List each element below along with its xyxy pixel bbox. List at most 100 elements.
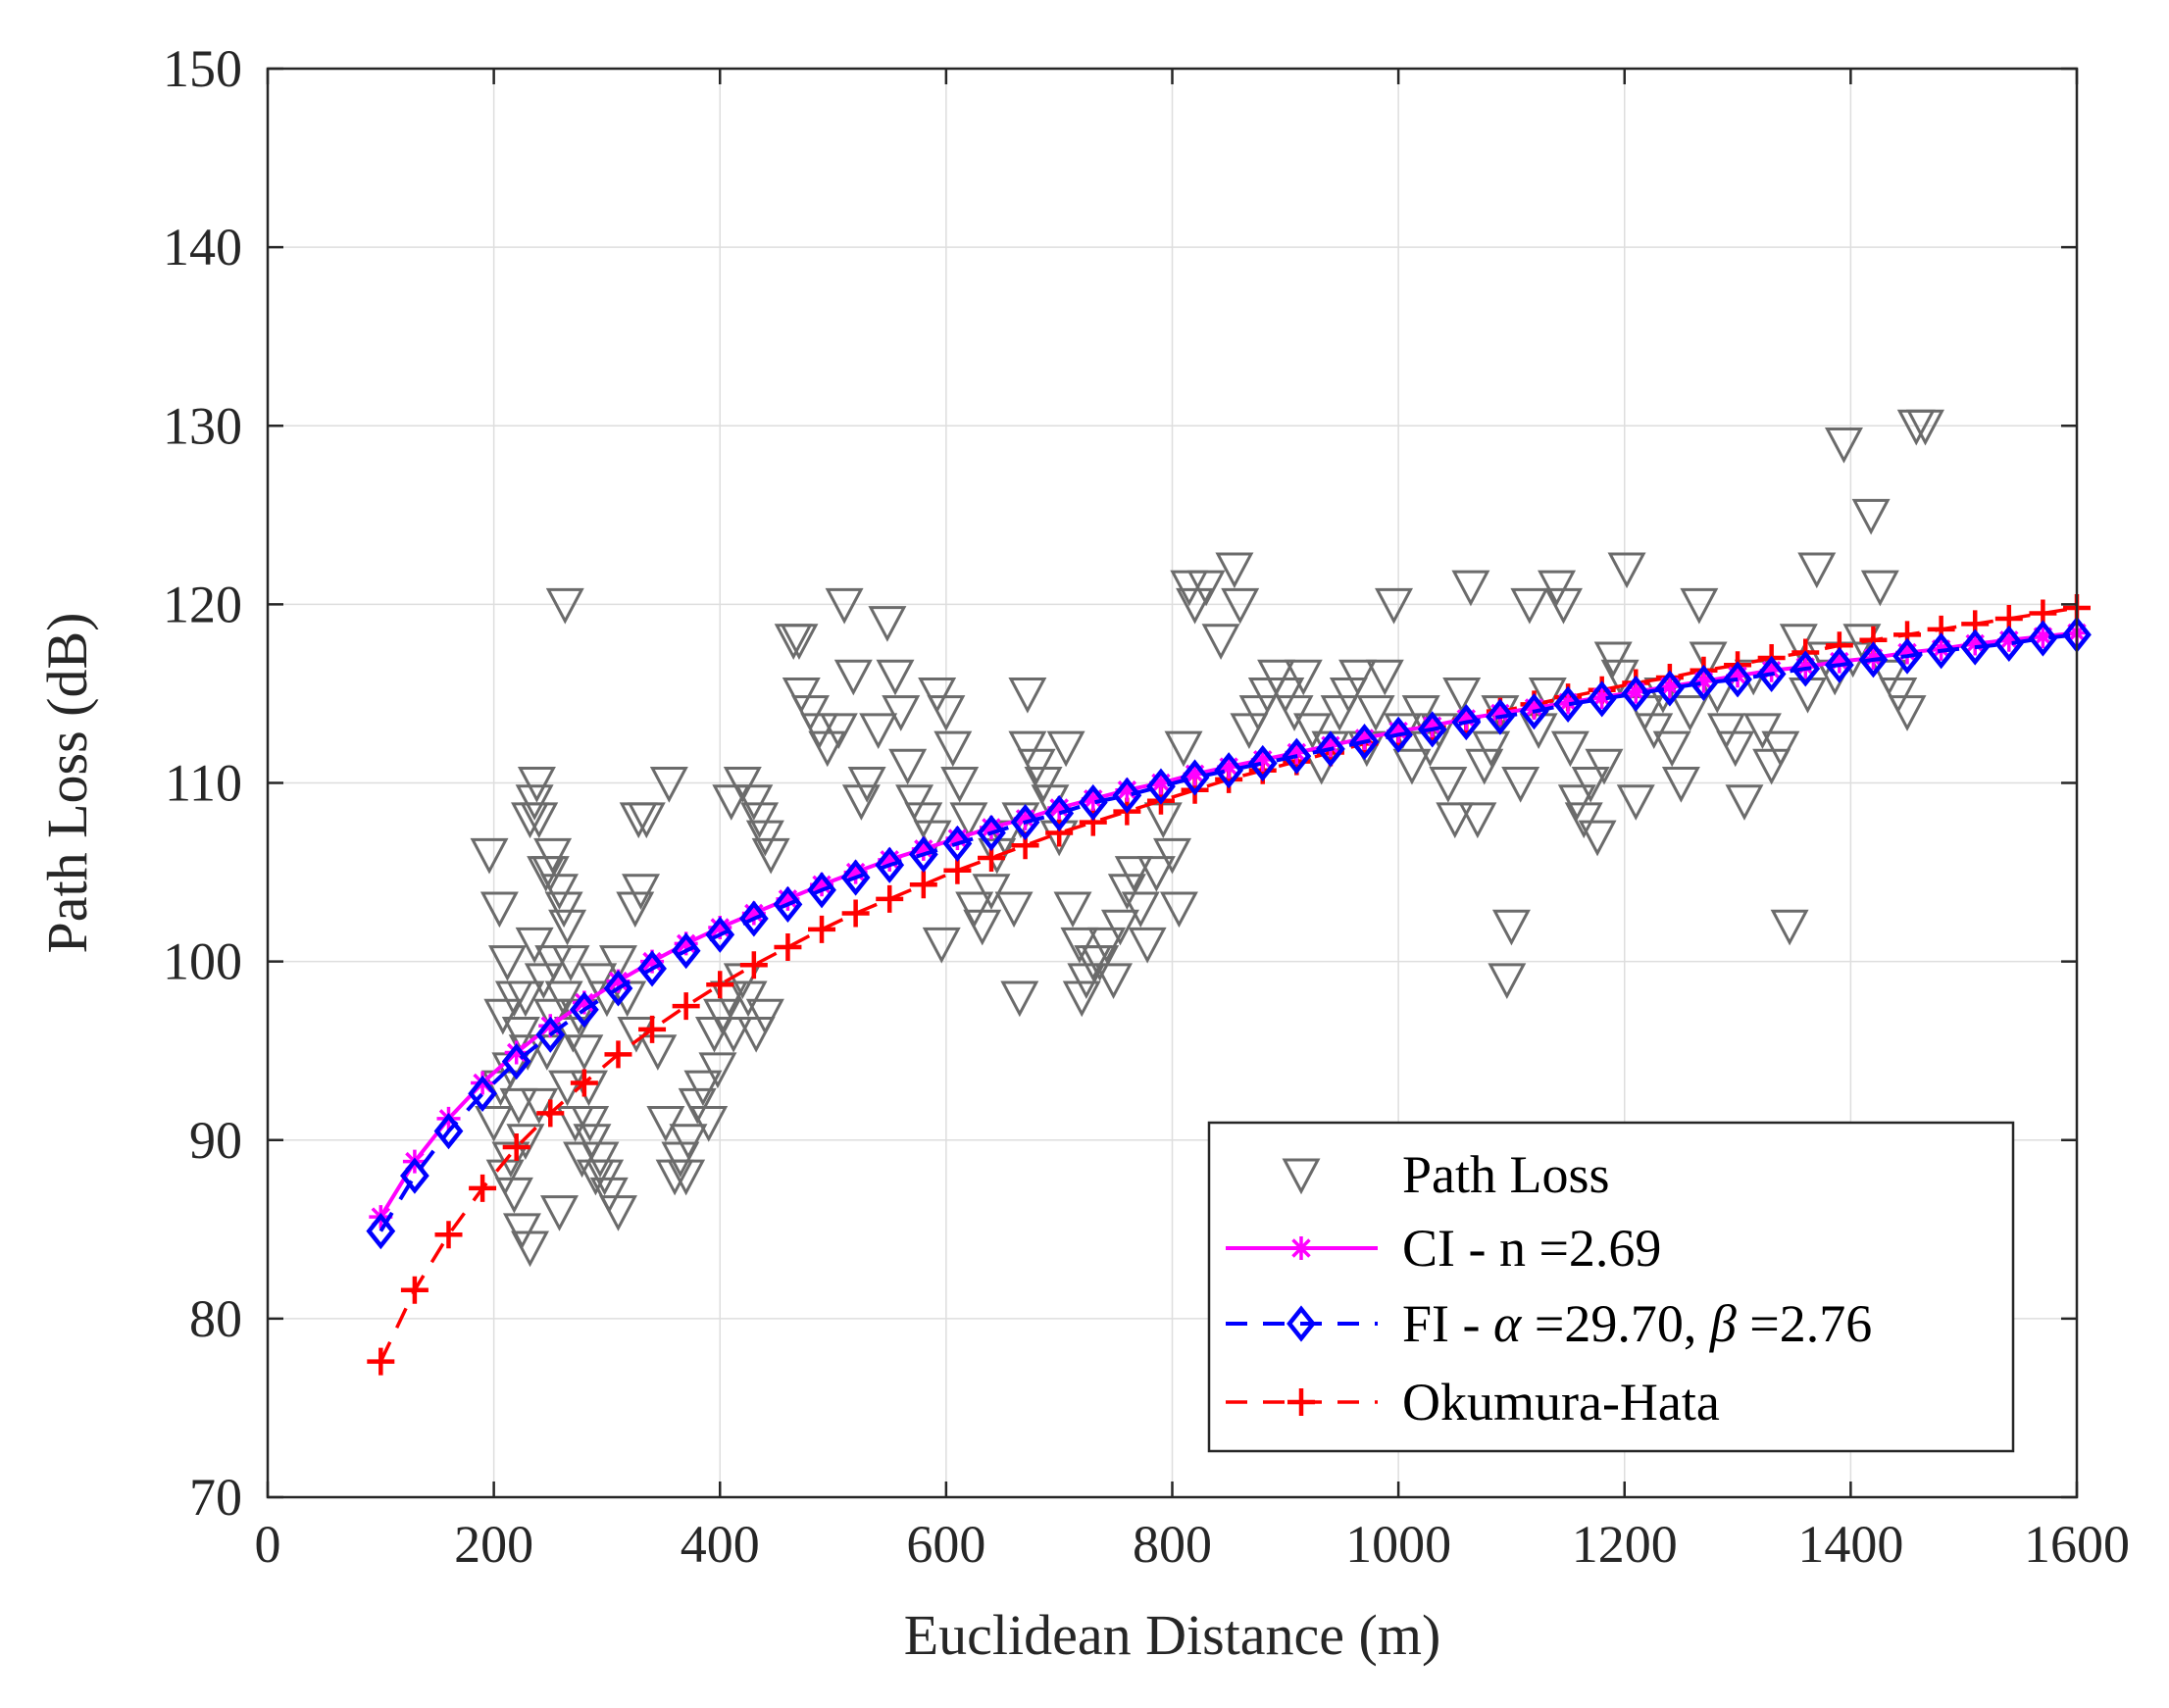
path-loss-point <box>1100 909 1139 946</box>
y-tick-label: 70 <box>189 1468 242 1527</box>
path-loss-point <box>548 1070 587 1107</box>
path-loss-point <box>963 909 1002 946</box>
ci-marker <box>1726 664 1750 688</box>
fi-marker <box>977 814 1006 852</box>
path-loss-point <box>1284 659 1323 696</box>
ci-marker <box>843 860 868 884</box>
y-tick-label: 130 <box>163 396 242 455</box>
path-loss-point <box>1053 891 1092 929</box>
path-loss-point <box>1585 748 1624 785</box>
x-tick-label: 600 <box>906 1515 985 1574</box>
path-loss-point <box>585 1159 625 1196</box>
path-loss-point <box>1491 909 1531 946</box>
okumura-marker <box>469 1174 497 1202</box>
path-loss-point <box>1008 730 1047 768</box>
path-loss-point <box>1159 891 1198 929</box>
path-loss-point <box>501 1016 540 1053</box>
ci-marker <box>1624 679 1648 704</box>
path-loss-point <box>1752 748 1791 785</box>
path-loss-point <box>1275 695 1314 731</box>
path-loss-point <box>698 1052 737 1089</box>
path-loss-point <box>927 695 966 731</box>
ci-marker <box>606 969 631 993</box>
ci-marker <box>945 826 970 850</box>
y-axis-title: Path Loss (dB) <box>35 613 99 954</box>
path-loss-point <box>1472 730 1511 768</box>
path-loss-point <box>994 891 1034 929</box>
path-loss-point <box>540 1195 580 1231</box>
legend-entry-ci: CI - n =2.69 <box>1402 1219 1661 1278</box>
okumura-marker <box>706 971 734 999</box>
fi-marker <box>738 900 769 937</box>
fi-marker <box>1960 628 1991 666</box>
path-loss-point <box>1143 802 1183 839</box>
fi-marker <box>603 970 633 1007</box>
okumura-marker <box>570 1069 598 1097</box>
path-loss-point <box>1201 624 1240 660</box>
path-loss-point <box>515 927 554 964</box>
path-loss-point <box>616 891 655 929</box>
fi-marker <box>1451 703 1482 741</box>
ci-marker <box>1115 778 1139 802</box>
path-loss-point <box>714 1016 753 1053</box>
path-loss-point <box>598 945 637 981</box>
path-loss-point <box>1571 767 1610 803</box>
path-loss-point <box>494 1177 533 1214</box>
path-loss-point <box>1550 730 1589 768</box>
okumura-marker <box>536 1099 565 1128</box>
fi-marker <box>1791 650 1821 687</box>
fi-marker <box>1824 646 1854 683</box>
fi-marker <box>1180 759 1210 796</box>
path-loss-point <box>667 1159 706 1196</box>
path-loss-point <box>955 891 994 929</box>
path-loss-point <box>1680 587 1719 625</box>
path-loss-point <box>1008 677 1047 714</box>
path-loss-point <box>1689 641 1728 678</box>
okumura-marker <box>739 951 768 980</box>
path-loss-point <box>1707 713 1746 750</box>
legend-sample-okumura-marker <box>1287 1388 1315 1416</box>
x-tick-label: 1400 <box>1797 1515 1903 1574</box>
fi-marker <box>1553 685 1583 723</box>
fi-marker <box>637 950 667 987</box>
path-loss-point <box>481 1070 521 1107</box>
legend-sample-path-loss <box>1282 1158 1321 1195</box>
path-loss-point <box>483 998 523 1035</box>
path-loss-point <box>1824 427 1863 464</box>
ci-marker <box>1318 733 1342 758</box>
path-loss-point <box>573 1124 612 1160</box>
fi-marker <box>1349 724 1380 761</box>
path-loss-point <box>1230 713 1269 750</box>
path-loss-point <box>740 802 780 839</box>
path-loss-point <box>933 730 973 768</box>
fi-marker <box>366 1213 396 1250</box>
ci-marker <box>1488 701 1512 726</box>
ci-marker <box>504 1040 529 1065</box>
path-loss-point <box>1436 802 1475 839</box>
path-loss-point <box>506 980 545 1018</box>
path-loss-point <box>918 677 957 714</box>
path-loss-point <box>502 1213 541 1250</box>
ci-marker <box>1217 755 1241 779</box>
legend-samples <box>1226 1158 1378 1416</box>
path-loss-point <box>479 891 519 929</box>
path-loss-point <box>598 1195 637 1231</box>
path-loss-point <box>1365 659 1404 696</box>
ci-marker <box>741 901 766 926</box>
path-loss-point <box>517 767 556 803</box>
path-loss-point <box>1060 927 1099 964</box>
path-loss-point <box>868 606 907 642</box>
path-loss-point <box>949 802 988 839</box>
path-loss-point <box>533 998 573 1035</box>
path-loss-point <box>1392 748 1432 785</box>
path-loss-point <box>972 874 1011 910</box>
path-loss-point <box>1661 767 1700 803</box>
path-loss-point <box>1851 498 1891 535</box>
path-loss-point <box>638 1034 678 1071</box>
path-loss-point <box>1221 587 1260 625</box>
okumura-marker <box>367 1347 395 1376</box>
path-loss-point <box>734 784 774 821</box>
path-loss-point <box>745 820 784 857</box>
path-loss-point <box>1176 587 1215 625</box>
path-loss-point <box>1024 767 1063 803</box>
